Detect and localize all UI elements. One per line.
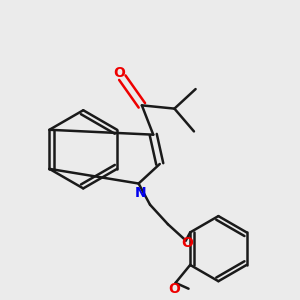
Text: O: O (168, 282, 180, 296)
Text: O: O (182, 236, 194, 250)
Text: N: N (134, 186, 146, 200)
Text: O: O (113, 66, 125, 80)
